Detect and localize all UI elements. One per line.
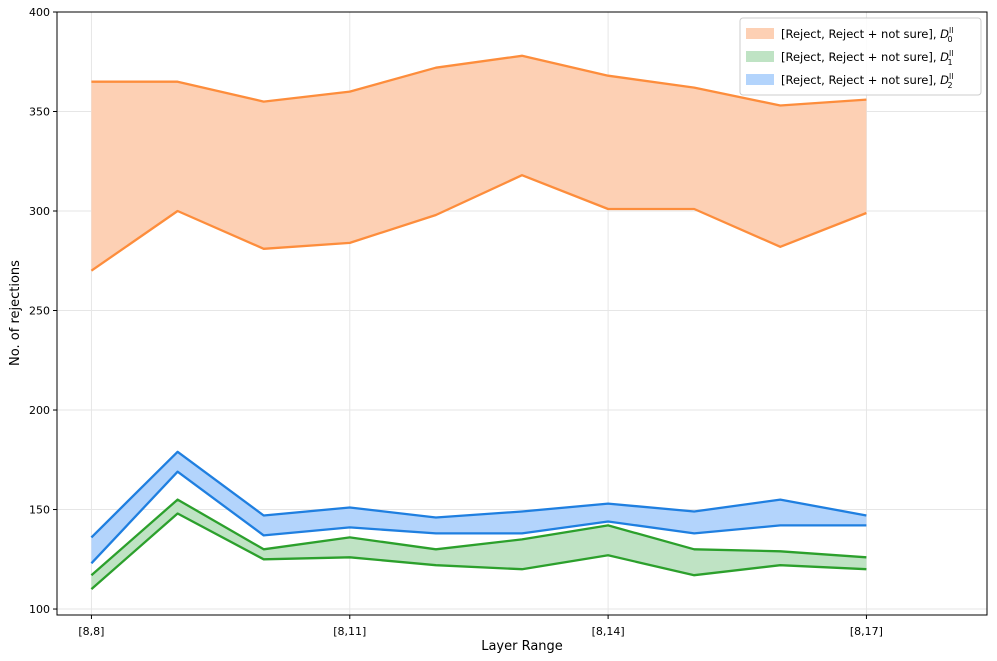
y-axis-ticks: 100 150 200 250 300 350 400 <box>29 6 57 616</box>
legend-swatch <box>746 28 774 39</box>
series-2-band <box>91 451 867 564</box>
legend-swatch <box>746 51 774 62</box>
legend-frame <box>739 17 982 96</box>
y-tick-label: 300 <box>29 205 50 218</box>
series-1-reject-not-sure-line <box>90 498 867 577</box>
series-2-reject-not-sure-line <box>90 450 867 539</box>
legend-label: [Reject, Reject + not sure], Dll 2 <box>781 72 953 90</box>
plot-frame <box>56 11 988 616</box>
y-axis-title: No. of rejections <box>8 260 23 366</box>
x-axis-title: Layer Range <box>481 639 563 654</box>
series-areas <box>91 55 867 590</box>
x-tick-label: [8,11] <box>333 625 366 638</box>
legend-label: [Reject, Reject + not sure], Dll 0 <box>781 26 953 44</box>
legend-label: [Reject, Reject + not sure], Dll 1 <box>781 49 953 67</box>
series-lines <box>90 54 867 590</box>
y-tick-label: 200 <box>29 404 50 417</box>
series-1-reject-line <box>90 512 867 590</box>
x-tick-label: [8,8] <box>78 625 104 638</box>
series-2-reject-line <box>90 470 867 565</box>
y-tick-label: 100 <box>29 603 50 616</box>
series-0-band <box>91 55 867 271</box>
y-tick-label: 150 <box>29 504 50 517</box>
series-1-band <box>91 499 867 590</box>
y-tick-label: 250 <box>29 305 50 318</box>
y-tick-label: 350 <box>29 106 50 119</box>
legend-swatch <box>746 74 774 85</box>
series-0-reject-line <box>90 174 867 272</box>
x-tick-label: [8,14] <box>592 625 625 638</box>
y-tick-label: 400 <box>29 6 50 19</box>
x-tick-label: [8,17] <box>850 625 883 638</box>
x-axis-ticks: [8,8] [8,11] [8,14] [8,17] <box>78 615 883 638</box>
series-0-reject-not-sure-line <box>91 54 867 107</box>
legend: [Reject, Reject + not sure], Dll 0 [Reject… <box>739 17 982 96</box>
